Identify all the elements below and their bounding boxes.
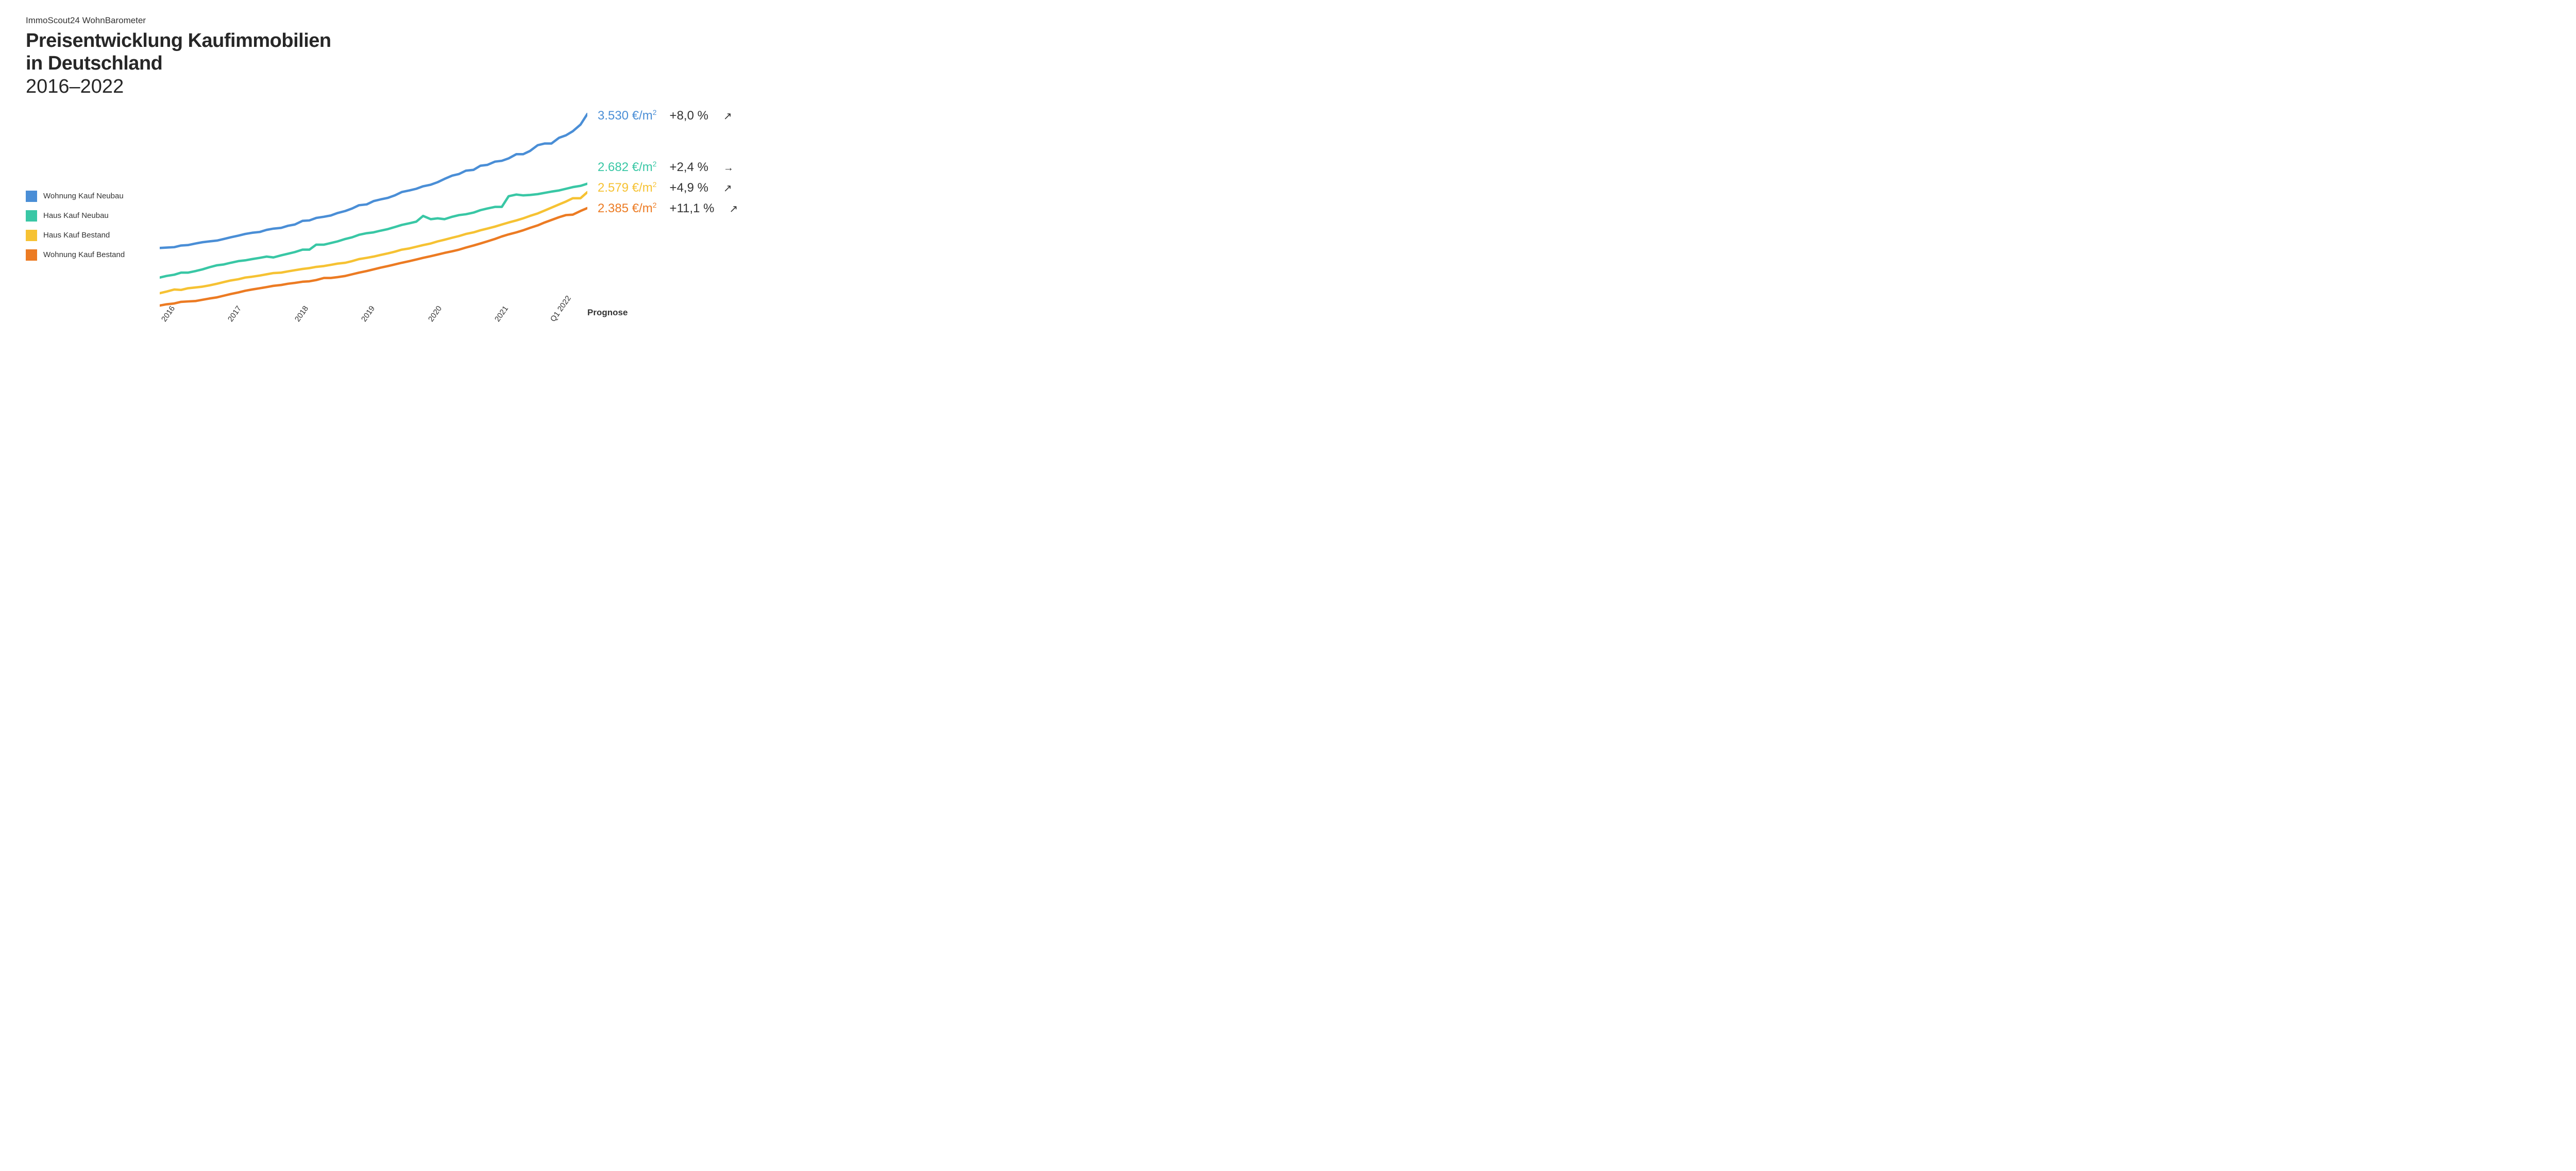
legend-label: Wohnung Kauf Bestand [43, 250, 125, 259]
end-value-row: 2.385 €/m2 +11,1 % ↗ [598, 201, 738, 216]
series-haus_bestand [160, 192, 587, 293]
series-wohnung_neubau [160, 114, 587, 248]
end-price: 2.579 €/m2 [598, 180, 657, 195]
legend-label: Haus Kauf Bestand [43, 231, 110, 240]
legend: Wohnung Kauf Neubau Haus Kauf Neubau Haus … [26, 108, 160, 322]
title-line2: in Deutschland [26, 53, 747, 75]
chart-header: ImmoScout24 WohnBarometer Preisentwicklu… [26, 15, 747, 98]
end-value-labels: 3.530 €/m2 +8,0 % ↗ 2.682 €/m2 +2,4 % → 2.579 … [587, 108, 747, 322]
end-value-row: 3.530 €/m2 +8,0 % ↗ [598, 108, 732, 123]
end-percent: +2,4 % [670, 160, 708, 175]
trend-arrow-icon: ↗ [723, 110, 732, 123]
legend-item: Haus Kauf Neubau [26, 210, 160, 222]
end-percent: +11,1 % [670, 201, 715, 216]
end-price: 2.682 €/m2 [598, 160, 657, 175]
legend-swatch [26, 249, 37, 261]
legend-swatch [26, 230, 37, 241]
title-line1: Preisentwicklung Kaufimmobilien [26, 30, 747, 53]
title-years: 2016–2022 [26, 76, 747, 98]
legend-item: Wohnung Kauf Neubau [26, 191, 160, 202]
trend-arrow-icon: ↗ [723, 182, 732, 195]
legend-item: Haus Kauf Bestand [26, 230, 160, 241]
line-chart: 201620172018201920202021 Q1 2022 Prognos… [160, 108, 587, 322]
end-value-row: 2.579 €/m2 +4,9 % ↗ [598, 180, 732, 195]
subtitle: ImmoScout24 WohnBarometer [26, 15, 747, 26]
legend-swatch [26, 191, 37, 202]
end-percent: +8,0 % [670, 109, 708, 123]
legend-label: Wohnung Kauf Neubau [43, 192, 124, 200]
legend-swatch [26, 210, 37, 222]
end-price: 2.385 €/m2 [598, 201, 657, 216]
trend-arrow-icon: ↗ [730, 202, 738, 215]
trend-arrow-icon: → [723, 162, 734, 174]
legend-label: Haus Kauf Neubau [43, 211, 109, 220]
legend-item: Wohnung Kauf Bestand [26, 249, 160, 261]
end-price: 3.530 €/m2 [598, 108, 657, 123]
end-percent: +4,9 % [670, 181, 708, 195]
end-value-row: 2.682 €/m2 +2,4 % → [598, 160, 734, 175]
